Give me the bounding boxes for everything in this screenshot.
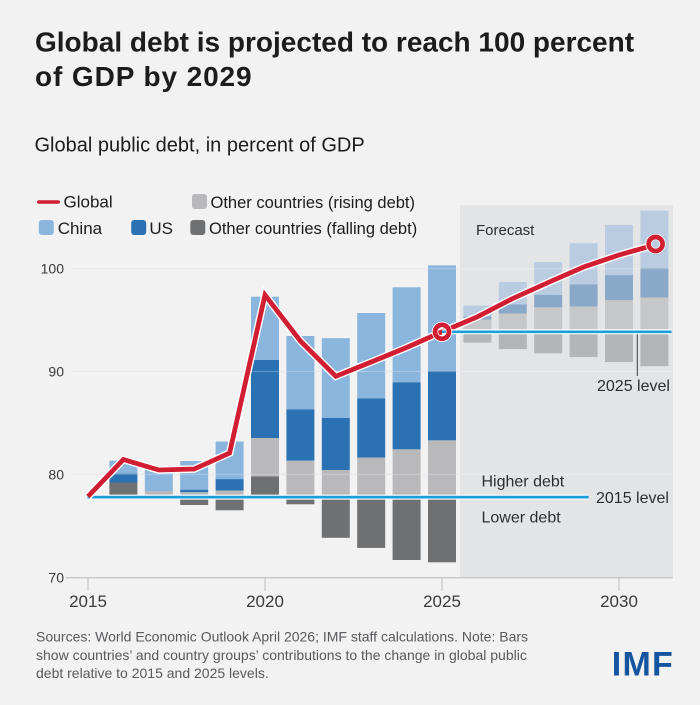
- svg-text:70: 70: [48, 569, 64, 585]
- svg-text:Sources: World Economic Outloo: Sources: World Economic Outlook April 20…: [36, 629, 528, 645]
- svg-text:Global: Global: [64, 193, 113, 212]
- svg-text:2015: 2015: [69, 592, 107, 611]
- svg-text:2025 level: 2025 level: [597, 378, 670, 395]
- svg-text:US: US: [149, 219, 173, 238]
- svg-text:2030: 2030: [600, 592, 638, 611]
- svg-text:IMF: IMF: [612, 646, 674, 684]
- svg-text:2015 level: 2015 level: [596, 490, 669, 507]
- svg-text:Forecast: Forecast: [476, 222, 535, 239]
- svg-text:90: 90: [48, 364, 64, 380]
- svg-text:show countries’ and country gr: show countries’ and country groups’ cont…: [36, 647, 527, 663]
- svg-text:2020: 2020: [246, 592, 284, 611]
- svg-text:100: 100: [41, 261, 65, 277]
- svg-text:China: China: [58, 219, 103, 238]
- svg-text:Lower debt: Lower debt: [482, 510, 562, 527]
- svg-text:80: 80: [48, 466, 64, 482]
- svg-text:Other countries (rising debt): Other countries (rising debt): [211, 194, 416, 212]
- svg-text:Higher debt: Higher debt: [482, 474, 565, 491]
- svg-text:Global debt is projected to re: Global debt is projected to reach 100 pe…: [35, 27, 634, 58]
- svg-text:2025: 2025: [423, 592, 461, 611]
- svg-text:of GDP by 2029: of GDP by 2029: [35, 61, 253, 92]
- svg-text:Other countries (falling debt): Other countries (falling debt): [209, 220, 417, 238]
- svg-text:Global public debt, in percent: Global public debt, in percent of GDP: [35, 135, 365, 157]
- svg-text:debt relative to 2015 and 2025: debt relative to 2015 and 2025 levels.: [36, 665, 269, 681]
